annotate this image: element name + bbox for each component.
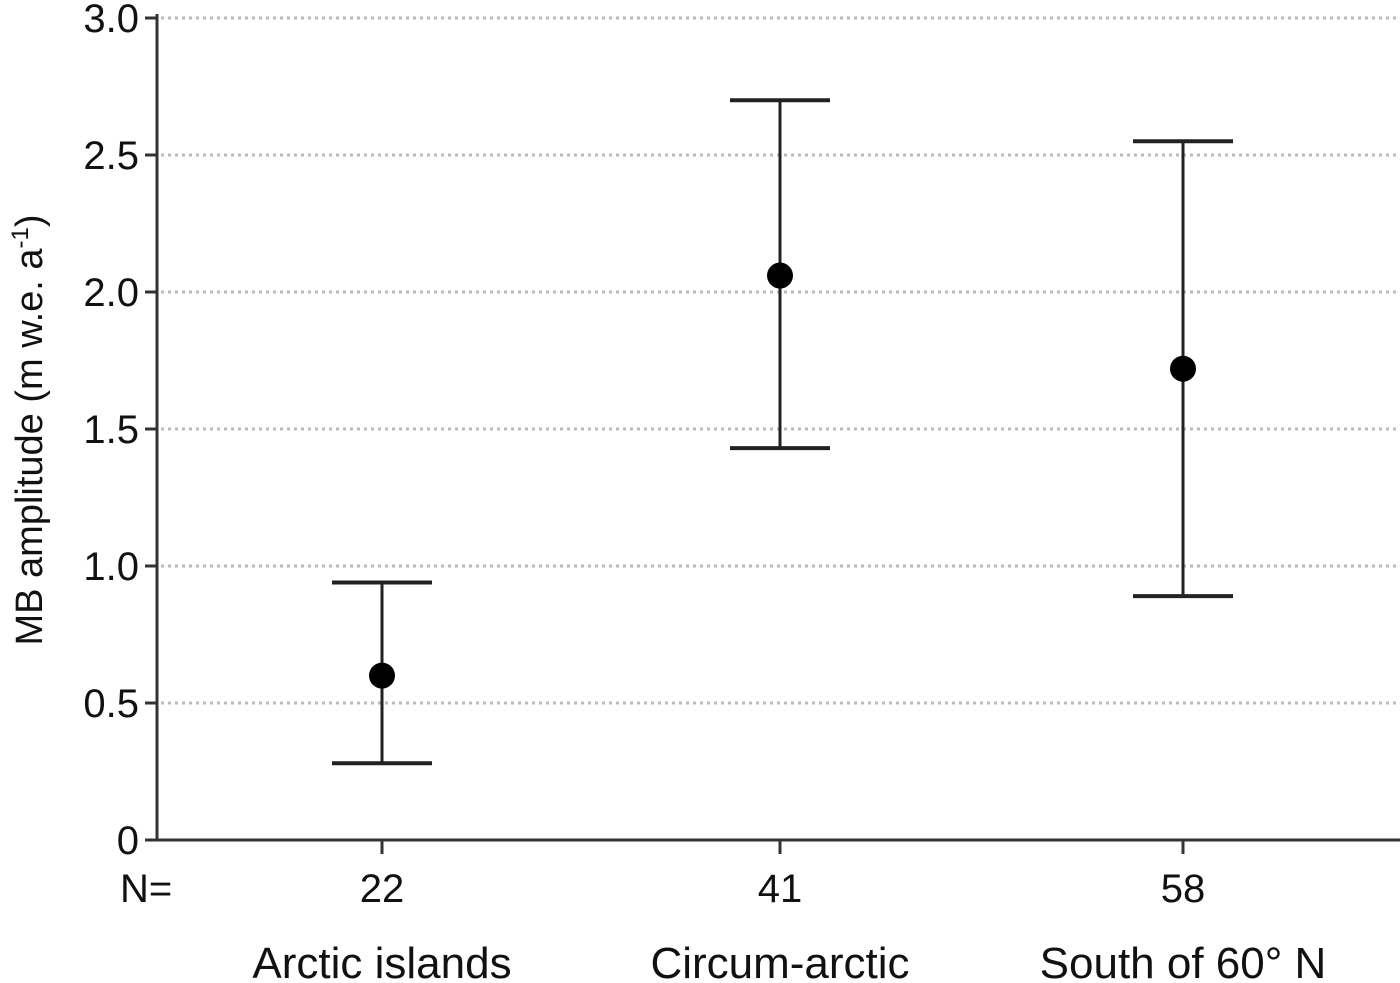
y-axis: 0 0.5 1.0 1.5 2.0 2.5 3.0	[83, 0, 159, 863]
n-prefix-label: N=	[120, 867, 172, 911]
y-axis-label-superscript: -1	[7, 227, 34, 248]
y-axis-label-close: )	[9, 214, 51, 227]
mean-point	[369, 662, 395, 689]
mean-point	[1170, 355, 1196, 382]
y-tick-label: 1.0	[83, 545, 139, 589]
y-axis-label-main: MB amplitude (m w.e. a	[9, 248, 51, 646]
y-tick-label: 2.5	[83, 134, 139, 178]
y-tick-label: 1.5	[83, 408, 139, 452]
n-value-label: 41	[758, 867, 803, 911]
y-tick-label: 3.0	[83, 0, 139, 41]
error-bars	[332, 98, 1233, 766]
y-axis-label: MB amplitude (m w.e. a-1)	[7, 214, 51, 645]
mean-points	[369, 262, 1196, 689]
category-label: Circum-arctic	[650, 939, 909, 983]
category-label: South of 60° N	[1040, 939, 1327, 983]
x-axis: N= 22 Arctic islands 41 Circum-arctic 58 South…	[120, 838, 1400, 983]
n-value-label: 22	[360, 867, 405, 911]
y-tick-label: 0	[117, 819, 139, 863]
mean-point	[767, 262, 793, 289]
labels: MB amplitude (m w.e. a-1)	[7, 214, 51, 645]
y-tick-label: 2.0	[83, 271, 139, 315]
y-tick-label: 0.5	[83, 682, 139, 726]
category-label: Arctic islands	[252, 939, 511, 983]
n-value-label: 58	[1161, 867, 1206, 911]
